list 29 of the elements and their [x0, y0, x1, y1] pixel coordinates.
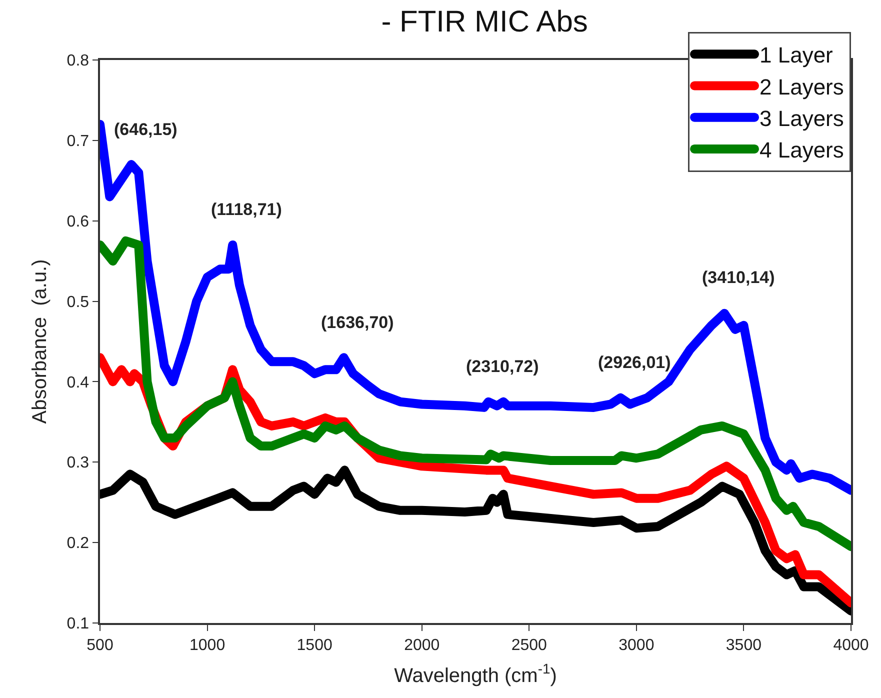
y-tick-label: 0.4 [66, 374, 90, 392]
x-tick-label: 1000 [189, 636, 226, 654]
legend-label: 1 Layer [760, 42, 833, 68]
y-tick-label: 0.6 [66, 213, 90, 230]
annotation: (2310,72) [466, 357, 539, 376]
legend-label: 3 Layers [760, 106, 844, 131]
annotation: (1118,71) [211, 200, 282, 219]
x-tick-label: 500 [86, 636, 114, 654]
y-tick-label: 0.1 [66, 616, 90, 633]
legend-label: 2 Layers [760, 74, 844, 100]
x-tick-label: 1500 [296, 636, 332, 654]
x-tick-label: 2500 [511, 636, 548, 654]
y-tick-label: 0.8 [66, 52, 90, 70]
chart-title: - FTIR MIC Abs [381, 5, 588, 38]
y-tick-label: 0.7 [66, 133, 90, 150]
x-tick-label: 3500 [726, 636, 762, 654]
y-tick-label: 0.5 [66, 294, 90, 311]
x-tick-label: 4000 [833, 636, 869, 654]
annotation: (646,15) [114, 120, 178, 139]
y-tick-label: 0.3 [66, 454, 90, 472]
x-tick-label: 2000 [404, 636, 440, 654]
annotation: (3410,14) [702, 268, 775, 287]
legend-label: 4 Layers [760, 138, 844, 163]
annotation: (1636,70) [321, 313, 394, 332]
y-axis-title: Absorbance (a.u.) [28, 259, 51, 424]
x-tick-label: 3000 [618, 636, 654, 654]
x-axis-title: Wavelength (cm$^{-1}$) [394, 660, 557, 687]
annotation: (2926,01) [598, 353, 671, 372]
y-tick-label: 0.2 [66, 535, 90, 552]
